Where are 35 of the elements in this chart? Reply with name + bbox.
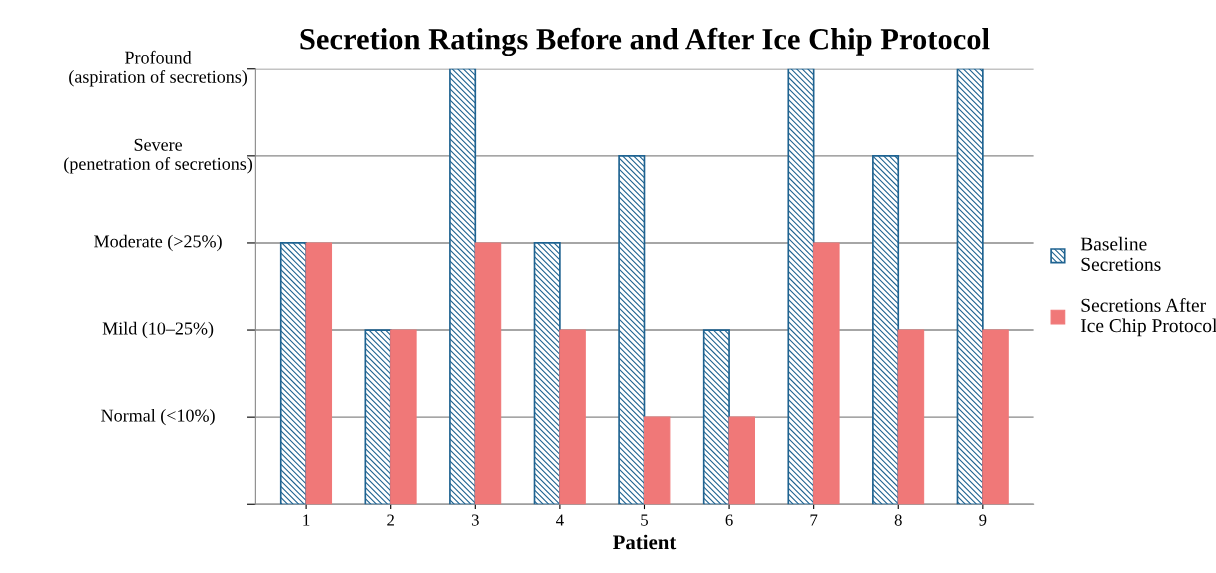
- x-tick-label: 5: [641, 514, 648, 526]
- bar: [279, 242, 307, 505]
- x-tick-label: 1: [303, 514, 310, 526]
- text: Normal (<10%): [101, 408, 215, 426]
- x-tick-label: 9: [979, 514, 987, 526]
- x-tick-label: 6: [725, 514, 733, 526]
- bar: [533, 242, 561, 505]
- bar: [813, 242, 840, 505]
- legend-label: Baseline Secretions: [1080, 236, 1161, 271]
- bar: [702, 329, 730, 505]
- bar: [559, 329, 586, 505]
- bar: [364, 329, 392, 505]
- text: Mild (10–25%): [102, 321, 214, 339]
- bar: [956, 68, 984, 505]
- bar: [305, 242, 333, 505]
- x-tick-label: 4: [556, 514, 564, 526]
- x-axis-title: Patient: [613, 534, 677, 550]
- x-tick-label: 2: [387, 514, 394, 526]
- bar: [474, 242, 502, 505]
- chart-title: Secretion Ratings Before and After Ice Chip Protocol: [300, 27, 990, 57]
- bar: [390, 329, 417, 505]
- bar: [618, 155, 646, 505]
- text: Profound (aspiration of secretions): [69, 50, 248, 87]
- bar: [643, 416, 671, 505]
- bar: [897, 329, 925, 505]
- text: Severe (penetration of secretions): [64, 138, 253, 174]
- bar: [982, 329, 1009, 505]
- text: Moderate (>25%): [94, 234, 222, 252]
- x-tick-label: 8: [894, 514, 902, 526]
- bar: [449, 68, 477, 505]
- bar: [872, 155, 900, 505]
- x-tick-label: 3: [471, 514, 479, 526]
- x-tick-label: 7: [810, 514, 818, 526]
- bar: [728, 416, 756, 505]
- bar: [787, 68, 815, 505]
